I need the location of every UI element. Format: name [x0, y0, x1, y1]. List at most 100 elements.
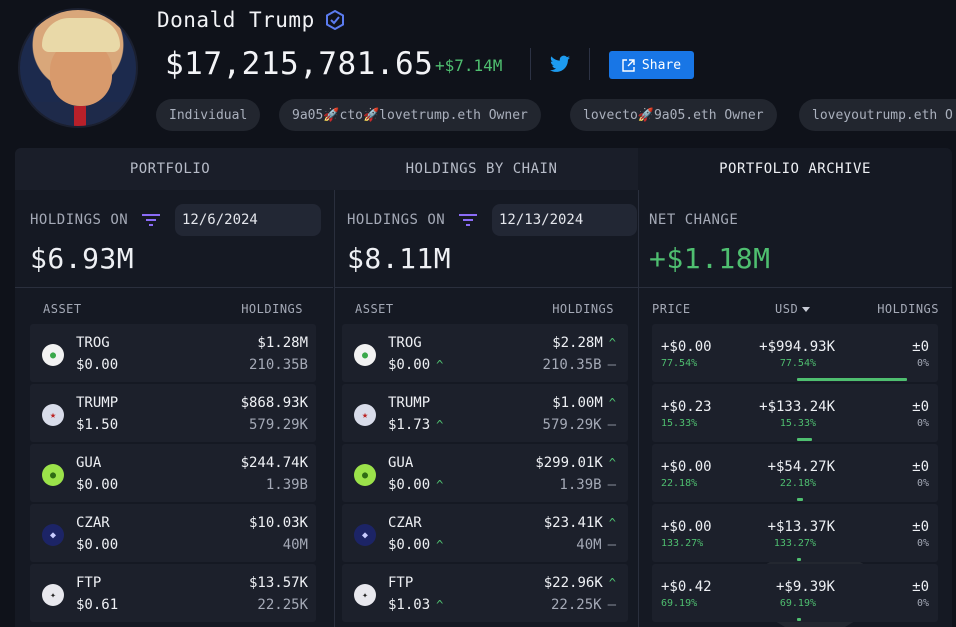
twitter-icon[interactable] [550, 55, 570, 73]
net-change-row[interactable]: +$0.00 77.54% +$994.93K 77.54% ±0 0% [652, 324, 938, 382]
holding-amount-text: 40M [576, 537, 602, 553]
holding-value-text: $23.41K [543, 515, 603, 531]
filter-icon[interactable] [142, 213, 161, 227]
asset-price-text: $0.00 [388, 477, 431, 493]
holding-value: $299.01K ^ [535, 455, 616, 471]
price-up-icon: ^ [436, 478, 444, 492]
portfolio-panel: PORTFOLIO HOLDINGS BY CHAIN PORTFOLIO AR… [15, 148, 952, 627]
no-change-icon: — [607, 537, 616, 553]
holding-amount: 40M — [576, 537, 616, 553]
holding-value-text: $868.93K [240, 395, 308, 411]
holding-value-text: $244.74K [240, 455, 308, 471]
asset-price-text: $0.00 [388, 537, 431, 553]
tab-portfolio-archive[interactable]: PORTFOLIO ARCHIVE [638, 148, 952, 190]
net-change-label: NET CHANGE [649, 212, 739, 228]
usd-change-percent: 15.33% [779, 418, 816, 429]
asset-row[interactable]: ● TROG $0.00 $1.28M 210.35B [30, 324, 316, 382]
usd-change: +$13.37K [767, 519, 835, 535]
asset-row[interactable]: ★ TRUMP $1.50 $868.93K 579.29K [30, 384, 316, 442]
asset-row[interactable]: ✦ FTP $1.03 ^ $22.96K ^ 22.25K — [342, 564, 628, 622]
token-gua-icon: ● [42, 464, 64, 486]
tag-individual[interactable]: Individual [156, 99, 261, 131]
holdings-change-percent: 0% [916, 598, 929, 609]
share-button[interactable]: Share [609, 51, 694, 79]
usd-change-percent: 133.27% [773, 538, 816, 549]
net-change-row[interactable]: +$0.23 15.33% +$133.24K 15.33% ±0 0% [652, 384, 938, 442]
asset-symbol: FTP [76, 575, 102, 591]
holding-value-text: $22.96K [543, 575, 603, 591]
usd-change-percent: 22.18% [779, 478, 816, 489]
price-change: +$0.00 [661, 339, 712, 355]
holding-value-text: $299.01K [535, 455, 603, 471]
tag-ens-owner-1[interactable]: 9a05🚀cto🚀lovetrump.eth Owner [279, 99, 541, 131]
divider [639, 287, 952, 288]
tab-portfolio[interactable]: PORTFOLIO [15, 148, 325, 190]
asset-row[interactable]: ★ TRUMP $1.73 ^ $1.00M ^ 579.29K — [342, 384, 628, 442]
price-up-icon: ^ [436, 538, 444, 552]
holding-value: $2.28M ^ [552, 335, 616, 351]
holdings-change: ±0 [912, 519, 929, 535]
holdings-on-text: HOLDINGS ON [30, 212, 129, 228]
holding-amount: 579.29K [249, 417, 308, 433]
divider [589, 48, 590, 80]
price-up-icon: ^ [436, 358, 444, 372]
holding-amount: 22.25K [257, 597, 308, 613]
usd-change: +$994.93K [759, 339, 835, 355]
holding-amount: 210.35B — [543, 357, 616, 373]
snapshot-value: $6.93M [30, 242, 135, 275]
asset-price: $0.00 [76, 357, 118, 373]
no-change-icon: — [607, 597, 616, 613]
token-trog-icon: ● [354, 344, 376, 366]
snapshot-2: HOLDINGS ON 12/13/2024 $8.11M ASSET HOLD… [334, 190, 865, 627]
net-change-row[interactable]: +$0.00 22.18% +$54.27K 22.18% ±0 0% [652, 444, 938, 502]
usd-share-bar [797, 498, 803, 501]
asset-row[interactable]: ✦ FTP $0.61 $13.57K 22.25K [30, 564, 316, 622]
column-header-usd-text: USD [775, 302, 799, 316]
token-ftp-icon: ✦ [42, 584, 64, 606]
no-change-icon: — [607, 357, 616, 373]
asset-symbol: FTP [388, 575, 414, 591]
holding-amount-text: 22.25K [257, 597, 308, 613]
filter-icon[interactable] [459, 213, 478, 227]
asset-price: $0.00 [76, 477, 118, 493]
asset-price-text: $0.61 [76, 597, 119, 613]
holding-value-text: $1.00M [552, 395, 603, 411]
profile-avatar [18, 8, 138, 128]
asset-row[interactable]: ◆ CZAR $0.00 $10.03K 40M [30, 504, 316, 562]
price-change-percent: 69.19% [661, 598, 698, 609]
holding-value: $23.41K ^ [544, 515, 616, 531]
sort-down-icon [802, 306, 811, 312]
asset-price-text: $0.00 [76, 357, 119, 373]
holding-amount-text: 210.35B [248, 357, 308, 373]
holding-value: $1.00M ^ [552, 395, 616, 411]
holding-value-text: $10.03K [248, 515, 308, 531]
tab-holdings-by-chain[interactable]: HOLDINGS BY CHAIN [325, 148, 638, 190]
column-header-usd[interactable]: USD [775, 302, 811, 316]
tag-ens-owner-3[interactable]: loveyoutrump.eth O [799, 99, 956, 131]
asset-row[interactable]: ● GUA $0.00 ^ $299.01K ^ 1.39B — [342, 444, 628, 502]
date-input[interactable]: 12/13/2024 [492, 204, 637, 236]
asset-row[interactable]: ◆ CZAR $0.00 ^ $23.41K ^ 40M — [342, 504, 628, 562]
asset-price: $0.00 [76, 537, 118, 553]
column-header-holdings: HOLDINGS [877, 302, 939, 316]
asset-row[interactable]: ● TROG $0.00 ^ $2.28M ^ 210.35B — [342, 324, 628, 382]
net-change-row[interactable]: +$0.42 69.19% +$9.39K 69.19% ±0 0% [652, 564, 938, 622]
profile-header: Donald Trump $17,215,781.65 +$7.14M Shar… [0, 0, 956, 140]
divider [530, 48, 531, 80]
tag-ens-owner-2[interactable]: lovecto🚀9a05.eth Owner [570, 99, 777, 131]
divider [15, 287, 333, 288]
holding-amount: 40M [283, 537, 308, 553]
column-header-holdings: HOLDINGS [552, 302, 614, 316]
holdings-on-label: HOLDINGS ON [347, 212, 478, 228]
price-up-icon: ^ [436, 418, 444, 432]
asset-price: $0.00 ^ [388, 357, 443, 373]
asset-row[interactable]: ● GUA $0.00 $244.74K 1.39B [30, 444, 316, 502]
holding-amount-text: 579.29K [542, 417, 602, 433]
token-trump-icon: ★ [42, 404, 64, 426]
holdings-change-percent: 0% [916, 418, 929, 429]
date-input[interactable]: 12/6/2024 [175, 204, 321, 236]
asset-symbol: TROG [76, 335, 110, 351]
holdings-change: ±0 [912, 579, 929, 595]
net-change-row[interactable]: +$0.00 133.27% +$13.37K 133.27% ±0 0% [652, 504, 938, 562]
asset-symbol: TRUMP [76, 395, 119, 411]
